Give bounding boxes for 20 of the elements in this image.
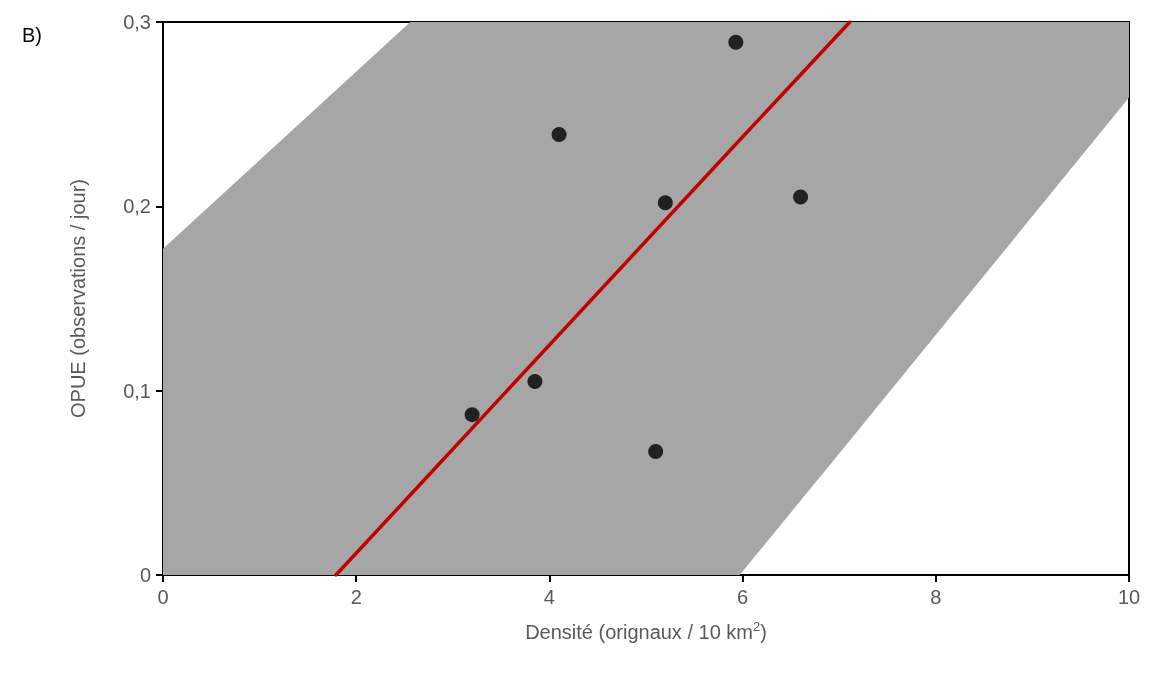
y-tick-label: 0,3: [123, 11, 151, 33]
y-axis-title: OPUE (observations / jour): [67, 179, 89, 418]
point: [464, 407, 480, 423]
point: [793, 189, 809, 205]
point: [648, 444, 664, 459]
point: [728, 34, 744, 50]
point: [551, 126, 567, 142]
y-tick-label: 0,2: [123, 195, 151, 218]
text: B): [22, 24, 42, 46]
point: [657, 195, 673, 211]
x-tick-label: 8: [930, 586, 942, 608]
x-tick-label: 2: [350, 586, 362, 608]
x-tick-label: 0: [157, 586, 169, 608]
x-tick-label: 6: [737, 586, 749, 608]
point: [527, 373, 543, 389]
x-tick-label: 4: [543, 586, 555, 608]
line-series: [334, 20, 852, 577]
y-tick-label: 0,1: [123, 379, 151, 402]
y-tick-label: 0: [139, 564, 151, 586]
x-tick-label: 10: [1117, 586, 1141, 608]
